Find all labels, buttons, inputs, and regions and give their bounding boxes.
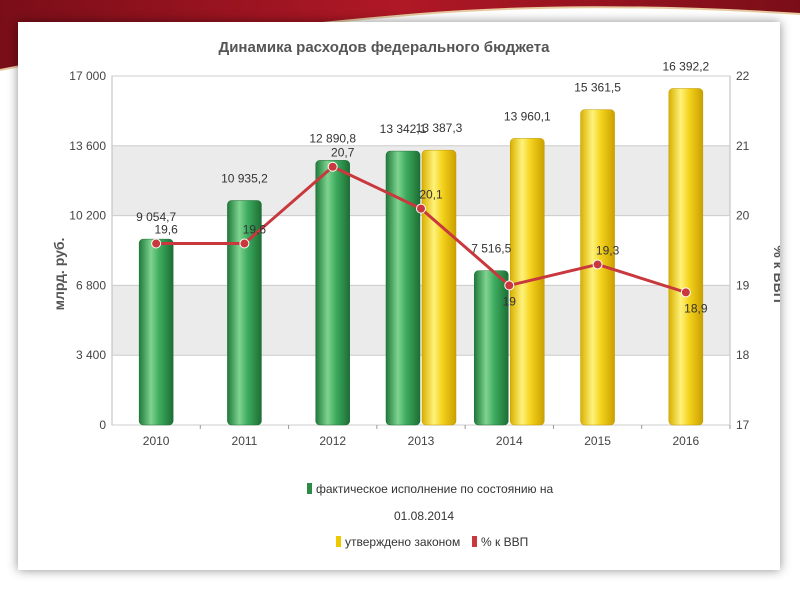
legend-swatch-actual	[307, 483, 312, 494]
x-tick-label: 2012	[319, 434, 346, 448]
y2-tick-label: 17	[736, 418, 750, 432]
bar-actual	[227, 200, 262, 426]
gdp-point	[151, 238, 162, 249]
legend-swatch-approved	[336, 536, 341, 547]
bar-label-actual: 10 935,2	[221, 172, 268, 186]
legend-label-actual-line2: 01.08.2014	[394, 509, 454, 523]
budget-chart: Динамика расходов федерального бюджета м…	[51, 39, 787, 549]
y-tick-label: 17 000	[69, 69, 106, 83]
bar-label-approved: 13 960,1	[504, 109, 551, 123]
y-tick-label: 10 200	[69, 209, 106, 223]
bar-label-actual: 9 054,7	[136, 210, 176, 224]
gdp-label: 19,3	[596, 243, 620, 257]
y2-tick-label: 18	[736, 348, 750, 362]
x-tick-label: 2013	[408, 434, 435, 448]
gridlines	[112, 75, 730, 426]
gdp-line-series	[151, 161, 691, 298]
y-tick-label: 3 400	[76, 348, 106, 362]
bar-actual	[138, 238, 174, 426]
chart-title: Динамика расходов федерального бюджета	[219, 39, 551, 56]
gdp-point	[327, 161, 338, 172]
y2-tick-label: 22	[736, 69, 750, 83]
plot-band	[112, 285, 730, 356]
gdp-point	[416, 203, 426, 214]
gdp-label: 18,9	[684, 301, 708, 315]
gdp-label: 20,7	[331, 146, 355, 160]
x-tick-label: 2010	[143, 434, 170, 448]
bar-value-labels: 9 054,7 10 935,2 12 890,8 13 342,113 387,3 7…	[136, 59, 709, 255]
gdp-point	[239, 238, 250, 249]
right-axis-ticks: 17 18 19 20 21 22	[736, 69, 750, 432]
x-tick-label: 2014	[496, 434, 523, 448]
legend: фактическое исполнение по состоянию на 0…	[307, 482, 554, 549]
bar-label-approved: 15 361,5	[574, 81, 621, 95]
y-tick-label: 6 800	[76, 278, 106, 292]
gdp-label: 19,6	[154, 223, 178, 237]
gdp-label: 19	[503, 294, 517, 308]
legend-label-gdp: % к ВВП	[481, 535, 528, 549]
y2-tick-label: 19	[736, 278, 750, 292]
bar-label-approved: 13 387,3	[416, 121, 463, 135]
bar-label-actual: 12 890,8	[309, 131, 356, 145]
x-axis-ticks: 2010 2011 2012 2013 2014 2015 2016	[143, 425, 731, 448]
slide-frame: Динамика расходов федерального бюджета м…	[18, 22, 787, 570]
bar-approved	[421, 149, 457, 426]
y2-tick-label: 20	[736, 209, 750, 223]
bar-approved	[668, 88, 704, 426]
left-axis-ticks: 0 3 400 6 800 10 200 13 600 17 000	[69, 69, 106, 432]
legend-swatch-gdp	[472, 536, 477, 547]
legend-label-actual-line1: фактическое исполнение по состоянию на	[316, 482, 554, 496]
x-tick-label: 2011	[232, 434, 258, 448]
gdp-point	[592, 259, 603, 270]
bar-actual	[385, 150, 421, 426]
y-tick-label: 0	[99, 418, 106, 432]
bar-label-actual: 13 342,1	[380, 122, 427, 136]
gdp-value-labels: 19,6 19,6 20,7 20,1 19 19,3 18,9	[154, 146, 707, 316]
x-tick-label: 2015	[584, 434, 611, 448]
y-tick-label: 13 600	[69, 139, 106, 153]
y-axis-label: млрд. руб.	[51, 238, 67, 311]
bar-label-approved: 16 392,2	[662, 59, 709, 73]
gdp-point	[504, 280, 515, 291]
y2-axis-label: % к ВВП	[771, 245, 780, 303]
legend-label-approved: утверждено законом	[345, 535, 460, 549]
x-tick-label: 2016	[673, 434, 700, 448]
bar-label-actual: 7 516,5	[471, 242, 511, 256]
bar-actual	[315, 160, 350, 426]
gdp-point	[680, 287, 691, 298]
gdp-label: 20,1	[419, 188, 443, 202]
y2-tick-label: 21	[736, 139, 750, 153]
gdp-label: 19,6	[243, 223, 267, 237]
